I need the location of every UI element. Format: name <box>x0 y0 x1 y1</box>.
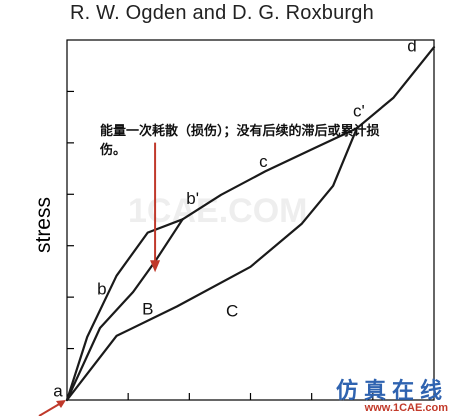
origin-arrow-shaft <box>38 402 62 416</box>
curve-label-B: B <box>142 299 153 318</box>
watermark-brand: 仿真在线 <box>335 378 448 404</box>
series-layer <box>65 46 436 402</box>
point-label: a <box>53 381 63 400</box>
curve-labels-layer: b Bc Cd a b' c' <box>53 37 416 401</box>
series-B-line <box>65 218 184 402</box>
faint-watermark: 1CAE.COM <box>128 192 307 230</box>
y-axis-label: stress <box>32 197 55 253</box>
axis-ticks <box>67 90 374 400</box>
series-b-line <box>65 218 184 402</box>
chart-title: R. W. Ogden and D. G. Roxburgh <box>70 2 374 24</box>
curve-label-b: b <box>97 280 106 299</box>
origin-arrow-head <box>56 400 66 408</box>
point-label: c' <box>353 102 365 121</box>
point-label: b' <box>186 189 199 208</box>
curve-label-d: d <box>407 37 416 56</box>
chinese-annotation: 能量一次耗散（损伤）；没有后续的滞后或累计损伤。 <box>100 124 380 158</box>
series-C-line <box>65 127 358 402</box>
annotation-arrow-head <box>150 260 161 273</box>
site-watermark-logo: 仿真在线 www.1CAE.com <box>336 373 448 414</box>
watermark-url: www.1CAE.com <box>364 402 448 414</box>
curve-label-C: C <box>226 301 238 320</box>
annotation-arrow-layer <box>38 142 161 416</box>
series-d-line <box>355 46 436 130</box>
series-c-line <box>181 127 358 221</box>
curve-label-c: c <box>259 152 268 171</box>
